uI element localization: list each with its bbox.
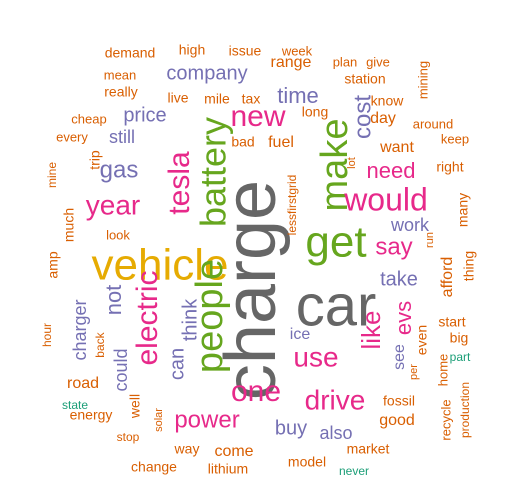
word-stop: stop [117, 430, 140, 444]
word-big: big [450, 330, 469, 346]
word-production: production [458, 382, 472, 438]
word-change: change [131, 459, 177, 475]
word-around: around [413, 116, 453, 131]
word-still: still [109, 127, 135, 147]
word-well: well [127, 394, 143, 419]
word-electric: electric [131, 270, 164, 365]
word-solar: solar [153, 408, 165, 432]
word-gas: gas [100, 156, 139, 183]
word-like: like [356, 310, 386, 349]
word-tax: tax [242, 91, 261, 107]
word-lessfirstgrid: lessfirstgrid [285, 175, 299, 236]
word-right: right [436, 159, 463, 175]
word-cheap: cheap [71, 111, 106, 126]
word-people: people [189, 259, 231, 373]
word-company: company [166, 62, 247, 84]
word-cost: cost [349, 95, 376, 139]
word-much: much [61, 208, 77, 242]
word-could: could [111, 348, 131, 391]
word-give: give [366, 54, 390, 69]
word-issue: issue [229, 43, 262, 59]
word-want: want [379, 139, 414, 156]
word-also: also [319, 423, 352, 443]
word-look: look [106, 227, 130, 242]
word-drive: drive [305, 384, 366, 415]
word-thing: thing [461, 251, 477, 281]
word-mine: mine [45, 162, 59, 188]
word-trip: trip [87, 150, 103, 170]
word-recycle: recycle [438, 399, 453, 440]
word-think: think [179, 298, 201, 341]
word-lithium: lithium [208, 461, 248, 477]
word-new: new [230, 100, 285, 133]
word-year: year [86, 189, 140, 220]
word-mean: mean [104, 67, 137, 82]
word-know: know [371, 93, 405, 109]
word-mining: mining [415, 61, 430, 99]
word-amp: amp [45, 251, 61, 278]
word-car: car [296, 273, 377, 338]
word-model: model [288, 454, 326, 470]
word-never: never [339, 464, 369, 478]
word-demand: demand [105, 45, 156, 61]
word-home: home [435, 354, 450, 387]
word-keep: keep [441, 131, 469, 146]
word-really: really [104, 84, 137, 100]
word-price: price [123, 104, 166, 126]
word-not: not [101, 285, 126, 316]
word-power: power [174, 406, 239, 433]
word-per: per [408, 364, 420, 380]
word-market: market [347, 441, 390, 457]
word-week: week [281, 43, 313, 58]
word-station: station [344, 71, 385, 87]
word-can: can [166, 348, 188, 380]
word-live: live [167, 90, 188, 106]
word-bad: bad [231, 134, 254, 150]
word-get: get [305, 218, 366, 267]
word-every: every [56, 129, 88, 144]
word-tesla: tesla [163, 151, 196, 215]
word-charge: charge [211, 180, 291, 400]
word-work: work [390, 215, 430, 235]
word-part: part [450, 350, 471, 364]
word-say: say [375, 233, 412, 260]
word-fossil: fossil [383, 393, 415, 409]
word-long: long [302, 104, 328, 120]
word-need: need [367, 158, 416, 183]
word-state: state [62, 398, 88, 412]
word-lot: lot [346, 157, 358, 169]
word-make: make [314, 119, 356, 212]
word-take: take [380, 268, 418, 290]
word-would: would [343, 181, 428, 217]
word-high: high [179, 42, 205, 58]
word-way: way [174, 441, 200, 457]
word-day: day [370, 110, 396, 127]
word-run: run [424, 232, 436, 248]
word-even: even [414, 325, 430, 355]
word-battery: battery [193, 117, 234, 227]
word-range: range [271, 54, 312, 71]
word-back: back [93, 331, 107, 357]
word-charger: charger [70, 299, 90, 360]
word-afford: afford [439, 257, 456, 298]
word-mile: mile [204, 91, 230, 107]
word-buy: buy [275, 417, 307, 439]
word-see: see [391, 344, 408, 370]
word-fuel: fuel [268, 134, 294, 151]
word-come: come [214, 443, 253, 460]
word-road: road [67, 375, 99, 392]
word-use: use [293, 341, 338, 372]
word-energy: energy [70, 407, 113, 423]
word-one: one [231, 375, 281, 408]
word-vehicle: vehicle [92, 241, 229, 290]
word-many: many [455, 193, 471, 227]
word-start: start [438, 314, 465, 330]
word-good: good [379, 412, 415, 429]
word-evs: evs [391, 301, 416, 335]
word-hour: hour [40, 323, 54, 347]
word-time: time [277, 83, 319, 108]
word-ice: ice [290, 326, 311, 343]
word-plan: plan [333, 54, 358, 69]
